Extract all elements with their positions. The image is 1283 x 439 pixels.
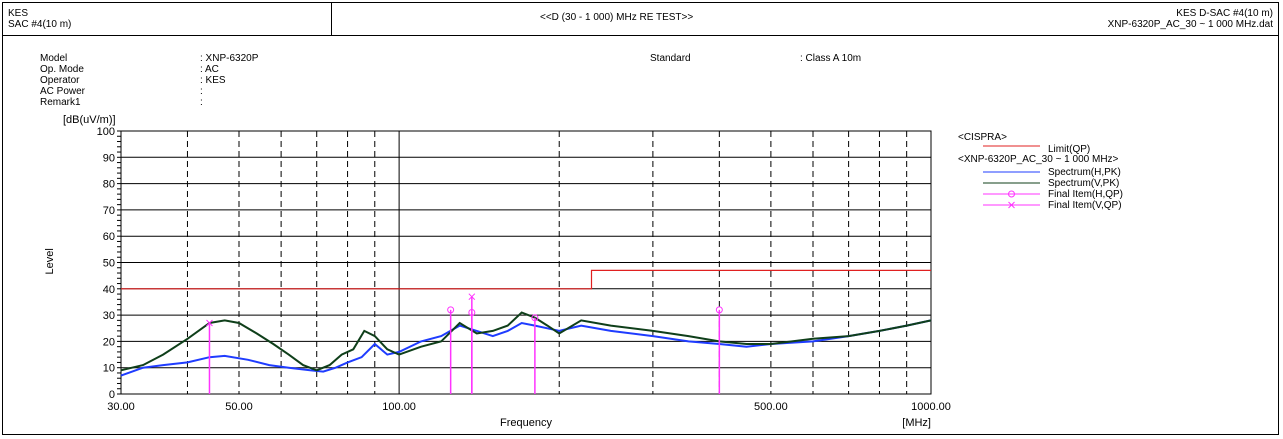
series-spectrum-v bbox=[120, 311, 932, 372]
y-tick-label: 80 bbox=[103, 179, 115, 191]
legend-spectrum-v-label: Spectrum(V,PK) bbox=[1048, 178, 1119, 189]
x-tick-label: 500.00 bbox=[754, 401, 788, 413]
legend-final-v-label: Final Item(V,QP) bbox=[1048, 200, 1122, 211]
series-spectrum-h bbox=[120, 319, 932, 377]
header-site: SAC #4(10 m) bbox=[8, 19, 72, 30]
y-tick-label: 40 bbox=[103, 284, 115, 296]
y-tick-label: 90 bbox=[103, 152, 115, 164]
y-tick-label: 100 bbox=[97, 126, 115, 138]
info-value-operator: : KES bbox=[200, 75, 226, 86]
y-tick-label: 0 bbox=[109, 389, 115, 401]
info-label-ac-power: AC Power bbox=[40, 86, 86, 97]
final-h-marker bbox=[447, 306, 455, 314]
y-tick-label: 50 bbox=[103, 258, 115, 270]
final-h-marker bbox=[715, 306, 723, 314]
legend-final-h-marker bbox=[1008, 190, 1015, 198]
chart-legend: <CISPRA> Limit(QP)<XNP-6320P_AC_30 ~ 1 00… bbox=[958, 132, 1123, 211]
info-value-model: : XNP-6320P bbox=[200, 53, 259, 64]
legend-final-v-marker bbox=[1008, 201, 1015, 209]
y-tick-label: 70 bbox=[103, 205, 115, 217]
header-org: KES bbox=[8, 8, 29, 19]
info-standard-value: : Class A 10m bbox=[800, 53, 862, 64]
x-tick-label: 1000.00 bbox=[911, 401, 951, 413]
header-right-2: XNP-6320P_AC_30 ~ 1 000 MHz.dat bbox=[1107, 19, 1273, 30]
x-tick-label: 50.00 bbox=[225, 401, 253, 413]
header-divider bbox=[2, 35, 1279, 36]
y-tick-label: 20 bbox=[103, 336, 115, 348]
x-axis-title: Frequency bbox=[500, 417, 552, 429]
limit-qp-line bbox=[121, 269, 931, 290]
header-title: <<D (30 - 1 000) MHz RE TEST>> bbox=[540, 12, 694, 23]
info-label-op-mode: Op. Mode bbox=[40, 64, 84, 75]
final-v-marker bbox=[468, 293, 476, 301]
y-axis-title: Level bbox=[44, 248, 56, 274]
info-label-remark1: Remark1 bbox=[40, 97, 81, 108]
info-label-operator: Operator bbox=[40, 75, 80, 86]
x-unit-label: [MHz] bbox=[902, 417, 931, 429]
x-tick-label: 100.00 bbox=[382, 401, 416, 413]
legend-final-h-label: Final Item(H,QP) bbox=[1048, 189, 1123, 200]
legend-spectrum-h-label: Spectrum(H,PK) bbox=[1048, 167, 1121, 178]
info-value-op-mode: : AC bbox=[200, 64, 219, 75]
chart-data-layer bbox=[120, 269, 932, 394]
y-tick-label: 10 bbox=[103, 363, 115, 375]
header-right-1: KES D-SAC #4(10 m) bbox=[1176, 8, 1273, 19]
info-value-remark1: : bbox=[200, 97, 203, 108]
chart-text-layer: 0 10 20 30 40 50 60 70 80 90 100 30.00 50.00 100.00 50… bbox=[44, 114, 951, 429]
info-value-ac-power: : bbox=[200, 86, 203, 97]
legend-group-model: <XNP-6320P_AC_30 ~ 1 000 MHz> bbox=[958, 154, 1119, 165]
y-unit-label: [dB(uV/m)] bbox=[63, 114, 116, 126]
final-v-marker bbox=[206, 319, 213, 327]
legend-limit-label: Limit(QP) bbox=[1048, 144, 1090, 155]
y-tick-label: 60 bbox=[103, 231, 115, 243]
legend-group-cispra: <CISPRA> bbox=[958, 132, 1007, 143]
plot-border bbox=[120, 130, 932, 395]
info-label-model: Model bbox=[40, 53, 68, 64]
chart-grid bbox=[117, 130, 932, 395]
x-tick-label: 30.00 bbox=[107, 401, 135, 413]
final-h-marker bbox=[531, 314, 539, 322]
y-tick-label: 30 bbox=[103, 310, 115, 322]
info-standard-label: Standard bbox=[650, 53, 691, 64]
